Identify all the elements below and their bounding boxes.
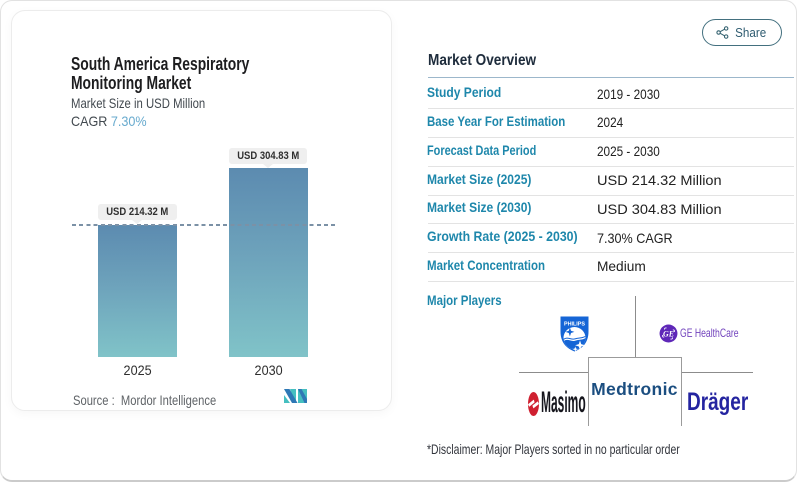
svg-text:PHILIPS: PHILIPS [564,321,585,327]
svg-text:GE: GE [663,329,674,338]
